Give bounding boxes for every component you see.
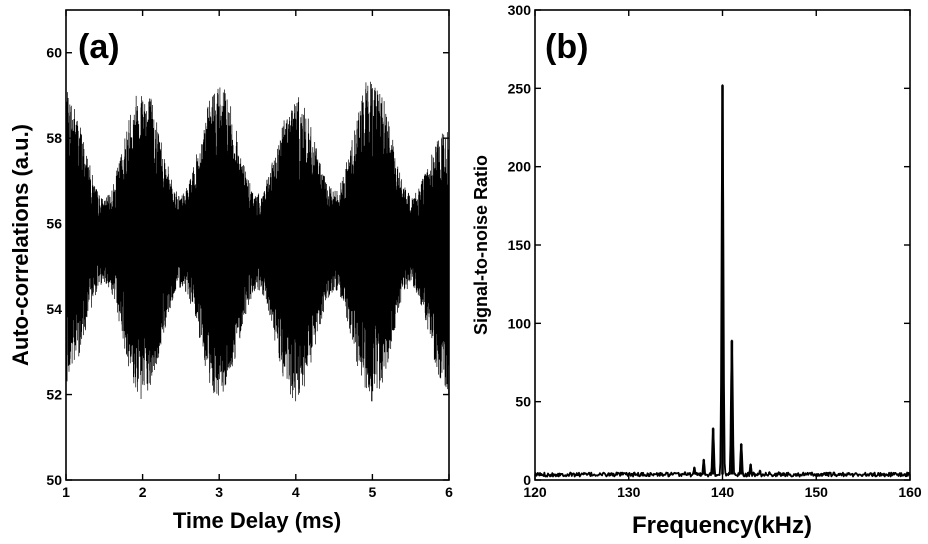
panel-b-y-ticks: 0 50 100 150 200 250 300: [508, 2, 910, 488]
panel-b-x-tick-label: 120: [523, 484, 547, 500]
panel-b-x-tick-label: 160: [898, 484, 922, 500]
panel-a-x-tick-label: 3: [215, 484, 223, 500]
panel-b-x-tick-label: 140: [711, 484, 735, 500]
panel-b-x-ticks: 120 130 140 150 160: [523, 10, 922, 500]
panel-a-signal: [65, 81, 450, 402]
panel-a-y-axis-label: Auto-correlations (a.u.): [8, 124, 33, 366]
panel-b-x-tick-label: 150: [805, 484, 829, 500]
panel-a-series-line: [65, 81, 450, 402]
panel-b-y-tick-label: 200: [508, 159, 532, 175]
panel-a-y-tick-label: 54: [46, 301, 62, 317]
panel-a-y-ticks: 50 52 54 56 58 60: [46, 45, 449, 488]
panel-a-x-tick-label: 1: [62, 484, 70, 500]
panel-a-y-tick-label: 50: [46, 472, 62, 488]
panel-b-x-axis-label: Frequency(kHz): [632, 512, 812, 539]
panel-b-y-tick-label: 300: [508, 2, 532, 18]
panel-a-x-tick-label: 6: [445, 484, 453, 500]
panel-a-x-tick-label: 4: [292, 484, 300, 500]
panel-b-y-tick-label: 250: [508, 80, 532, 96]
panel-b-y-tick-label: 150: [508, 237, 532, 253]
panel-a-y-tick-label: 56: [46, 216, 62, 232]
panel-b-y-tick-label: 100: [508, 315, 532, 331]
panel-b-y-axis-label: Signal-to-noise Ratio: [471, 155, 491, 335]
panel-b-x-tick-label: 130: [617, 484, 641, 500]
panel-b-label: (b): [545, 28, 588, 66]
panel-a-x-tick-label: 2: [139, 484, 147, 500]
panel-b: 120 130 140 150 160 0 50 100 150 200 250 300 (b) F…: [471, 2, 922, 539]
panel-a-y-tick-label: 60: [46, 45, 62, 61]
panel-b-y-tick-label: 0: [523, 472, 531, 488]
panel-a-label: (a): [78, 28, 120, 66]
panel-a-y-tick-label: 58: [46, 130, 62, 146]
panel-a-x-axis-label: Time Delay (ms): [173, 508, 341, 533]
panel-b-signal: [534, 84, 911, 478]
panel-a-y-tick-label: 52: [46, 387, 62, 403]
panel-b-y-tick-label: 50: [515, 394, 531, 410]
panel-a-x-ticks: 1 2 3 4 5 6: [62, 10, 453, 500]
panel-a-x-tick-label: 5: [369, 484, 377, 500]
